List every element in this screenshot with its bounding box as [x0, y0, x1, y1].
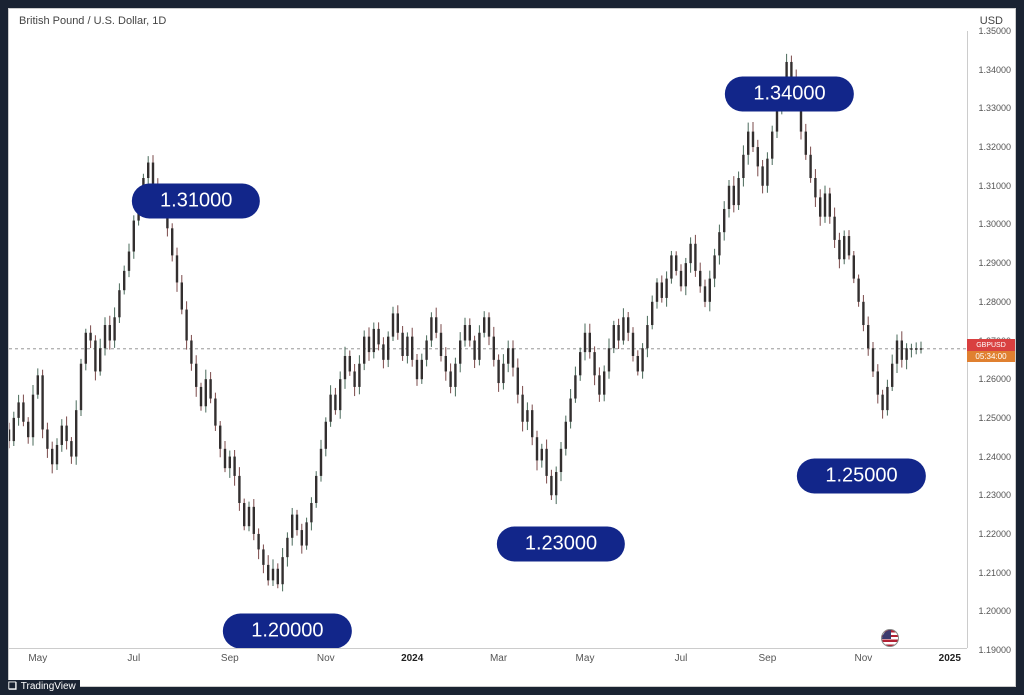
price-annotation-pill: 1.25000 [797, 459, 925, 494]
price-badge-countdown: 05:34:00 [967, 351, 1015, 363]
y-tick-label: 1.20000 [978, 606, 1011, 616]
y-tick-label: 1.35000 [978, 26, 1011, 36]
x-tick-label: 2024 [401, 653, 423, 664]
y-tick-label: 1.31000 [978, 181, 1011, 191]
chart-plot-area[interactable]: 1.31000 1.34000 1.20000 1.23000 1.25000 [9, 31, 967, 648]
y-tick-label: 1.24000 [978, 452, 1011, 462]
y-tick-label: 1.21000 [978, 568, 1011, 578]
x-tick-label: Nov [854, 653, 872, 664]
watermark-tradingview: ❏ TradingView [4, 680, 80, 693]
x-tick-label: Sep [221, 653, 239, 664]
y-tick-label: 1.28000 [978, 297, 1011, 307]
chart-container: British Pound / U.S. Dollar, 1D USD 1.31… [8, 8, 1016, 687]
price-annotation-pill: 1.34000 [725, 77, 853, 112]
chart-title: British Pound / U.S. Dollar, 1D [19, 15, 166, 27]
x-tick-label: Sep [758, 653, 776, 664]
price-annotation-pill: 1.31000 [132, 184, 260, 219]
y-tick-label: 1.29000 [978, 258, 1011, 268]
price-annotation-pill: 1.20000 [223, 614, 351, 649]
price-series [9, 31, 967, 648]
x-tick-label: Jul [127, 653, 140, 664]
y-tick-label: 1.30000 [978, 219, 1011, 229]
y-tick-label: 1.23000 [978, 490, 1011, 500]
y-tick-label: 1.34000 [978, 65, 1011, 75]
y-tick-label: 1.25000 [978, 413, 1011, 423]
y-tick-label: 1.22000 [978, 529, 1011, 539]
y-tick-label: 1.32000 [978, 142, 1011, 152]
x-tick-label: Mar [490, 653, 507, 664]
x-tick-label: May [576, 653, 595, 664]
x-tick-label: Jul [675, 653, 688, 664]
x-tick-label: Nov [317, 653, 335, 664]
x-axis: May Jul Sep Nov 2024 Mar May Jul Sep Nov 2025 [9, 648, 967, 670]
y-tick-label: 1.33000 [978, 103, 1011, 113]
x-tick-label: 2025 [939, 653, 961, 664]
y-tick-label: 1.26000 [978, 374, 1011, 384]
x-tick-label: May [28, 653, 47, 664]
y-tick-label: 1.19000 [978, 645, 1011, 655]
price-annotation-pill: 1.23000 [497, 527, 625, 562]
y-axis: 1.190001.200001.210001.220001.230001.240… [967, 31, 1015, 648]
